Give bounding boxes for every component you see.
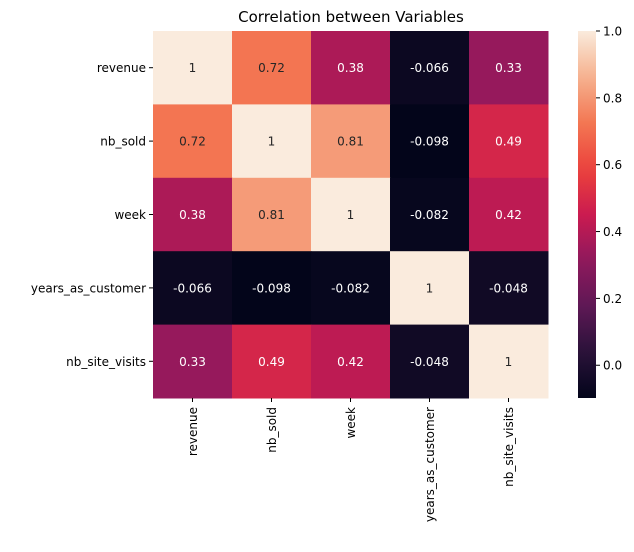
heatmap-cell: [232, 104, 312, 179]
cell-value-label: 1: [189, 61, 197, 75]
cell-value-label: -0.048: [489, 281, 528, 295]
chart-title: Correlation between Variables: [238, 8, 464, 26]
colorbar-tick-label: 0.4: [603, 225, 622, 239]
cell-value-label: 0.49: [258, 355, 285, 369]
cell-value-label: 0.33: [179, 355, 206, 369]
heatmap-cell: [153, 31, 233, 105]
x-tick-label: nb_site_visits: [502, 407, 516, 487]
colorbar: 0.0 0.2 0.4 0.6 0.8 1.0: [578, 25, 622, 398]
cell-value-label: 0.38: [337, 61, 364, 75]
cell-value-label: -0.048: [410, 355, 449, 369]
heatmap-cell: [153, 104, 233, 179]
heatmap-cells: [153, 31, 549, 399]
heatmap-cell: [469, 251, 549, 326]
heatmap-cell: [232, 31, 312, 105]
heatmap-cell: [153, 251, 233, 326]
heatmap-cell: [232, 177, 312, 252]
cell-value-label: -0.066: [173, 281, 212, 295]
cell-value-label: -0.082: [410, 208, 449, 222]
y-tick-label: revenue: [97, 61, 146, 75]
heatmap-cell: [390, 324, 470, 399]
y-tick-label: nb_sold: [100, 135, 146, 149]
heatmap-cell: [311, 324, 391, 399]
colorbar-tick-label: 0.2: [603, 292, 622, 306]
heatmap-cell: [311, 251, 391, 326]
heatmap-cell: [390, 31, 470, 105]
cell-value-label: 1: [426, 281, 434, 295]
cell-value-label: 0.81: [258, 208, 285, 222]
cell-value-label: 1: [505, 355, 513, 369]
heatmap-cell: [390, 104, 470, 179]
cell-value-label: 1: [268, 135, 276, 149]
y-tick-label: nb_site_visits: [66, 355, 146, 369]
heatmap-cell: [232, 251, 312, 326]
x-tick-label: week: [344, 407, 358, 439]
heatmap-cell: [469, 177, 549, 252]
cell-value-label: 0.38: [179, 208, 206, 222]
cell-value-label: -0.098: [410, 135, 449, 149]
cell-value-label: -0.066: [410, 61, 449, 75]
x-tick-label: revenue: [186, 407, 200, 456]
cell-value-label: -0.082: [331, 281, 370, 295]
x-tick-label: years_as_customer: [423, 407, 437, 522]
heatmap-cell-labels: 1 0.72 0.38 -0.066 0.33 0.72 1 0.81 -0.098 0.49 0.…: [173, 61, 528, 369]
heatmap-cell: [153, 177, 233, 252]
y-tick-label: years_as_customer: [31, 281, 146, 295]
y-tick-label: week: [114, 208, 146, 222]
heatmap-cell: [232, 324, 312, 399]
cell-value-label: 0.81: [337, 135, 364, 149]
heatmap-cell: [469, 104, 549, 179]
heatmap-cell: [311, 104, 391, 179]
heatmap-cell: [311, 31, 391, 105]
cell-value-label: 0.33: [495, 61, 522, 75]
heatmap-cell: [469, 324, 549, 399]
cell-value-label: 0.42: [337, 355, 364, 369]
heatmap-cell: [390, 251, 470, 326]
cell-value-label: 1: [347, 208, 355, 222]
cell-value-label: -0.098: [252, 281, 291, 295]
colorbar-tick-label: 1.0: [603, 25, 622, 39]
colorbar-gradient: [578, 31, 596, 398]
cell-value-label: 0.49: [495, 135, 522, 149]
x-tick-label: nb_sold: [265, 407, 279, 453]
cell-value-label: 0.72: [258, 61, 285, 75]
heatmap-cell: [153, 324, 233, 399]
cell-value-label: 0.42: [495, 208, 522, 222]
colorbar-tick-label: 0.6: [603, 158, 622, 172]
cell-value-label: 0.72: [179, 135, 206, 149]
heatmap-cell: [469, 31, 549, 105]
heatmap-cell: [311, 177, 391, 252]
x-axis: revenue nb_sold week years_as_customer nb_si…: [186, 398, 516, 522]
colorbar-tick-label: 0.8: [603, 91, 622, 105]
heatmap-cell: [390, 177, 470, 252]
colorbar-tick-label: 0.0: [603, 359, 622, 373]
